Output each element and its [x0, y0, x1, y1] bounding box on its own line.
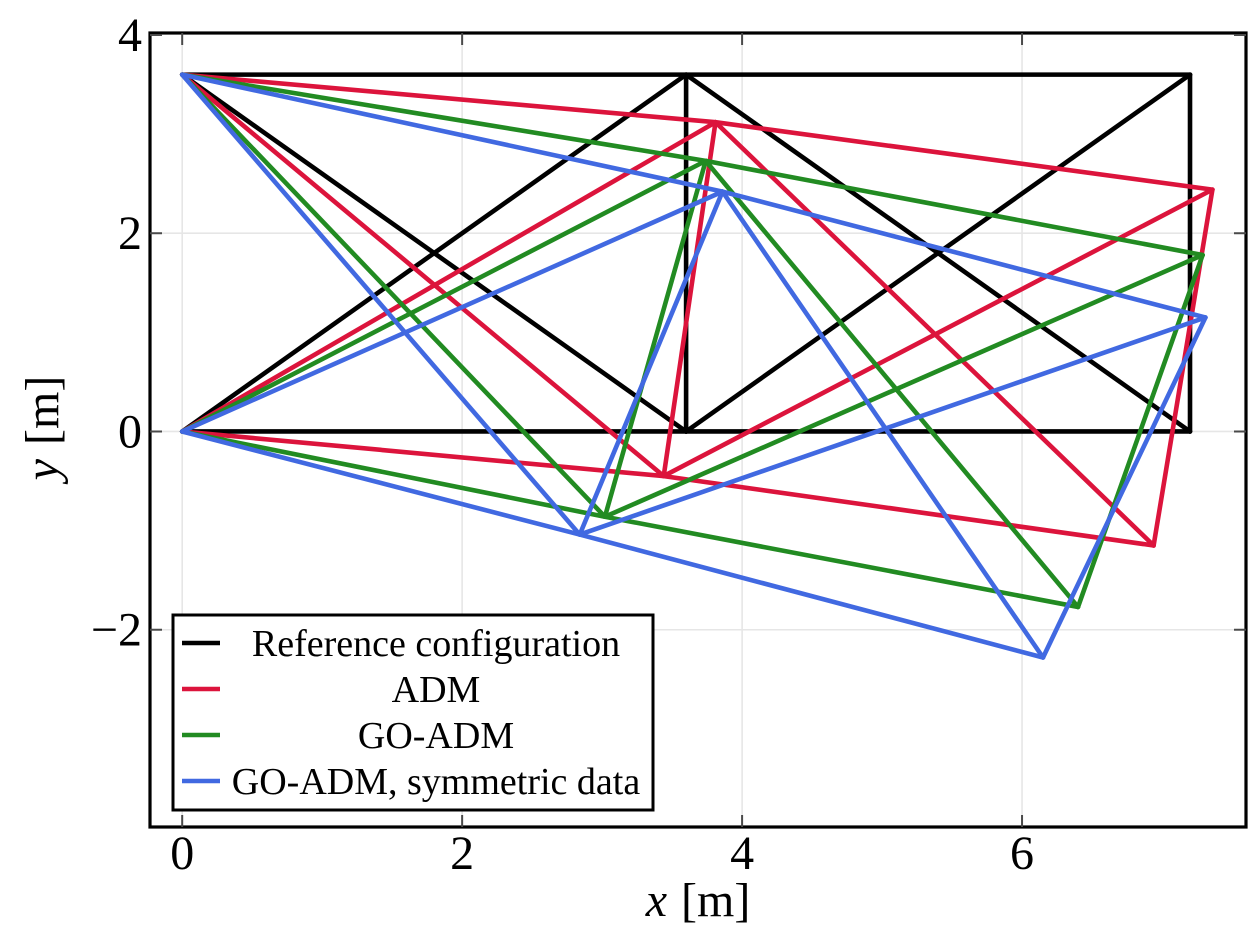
legend-item-adm: ADM: [182, 669, 480, 711]
legend-label-go-adm: GO-ADM: [358, 715, 514, 757]
legend-label-go-adm-symmetric-data: GO-ADM, symmetric data: [232, 761, 641, 803]
legend-box: [171, 613, 655, 812]
member-go-adm-CD: [602, 158, 708, 520]
member-adm-CE: [661, 473, 1156, 548]
member-go-adm-symmetric-data-BD: [179, 72, 725, 194]
member-go-adm-symmetric-data-CD: [577, 189, 725, 537]
legend-item-reference-configuration: Reference configuration: [182, 623, 620, 665]
member-go-adm-symmetric-data-DF: [720, 189, 1208, 320]
member-go-adm-AC: [179, 429, 608, 520]
y-axis-unit: [m]: [16, 376, 69, 445]
y-axis-label: y [m]: [16, 376, 69, 486]
member-go-adm-symmetric-data-AC: [179, 429, 583, 537]
y-tick-label: 0: [118, 405, 142, 458]
member-adm-BC: [179, 72, 667, 479]
member-adm-DF: [713, 119, 1215, 192]
x-tick-label: 2: [450, 827, 474, 880]
member-go-adm-AD: [179, 158, 708, 434]
series-adm: [179, 72, 1215, 548]
y-tick-label: 4: [118, 9, 142, 62]
member-go-adm-symmetric-data-CE: [577, 532, 1046, 660]
axis-label-layer: x [m] y [m]: [16, 376, 750, 927]
legend-label-reference-configuration: Reference configuration: [252, 623, 620, 665]
member-reference-configuration-BC: [179, 72, 689, 434]
member-adm-BD: [179, 72, 718, 125]
series-layer: [179, 72, 1215, 660]
member-go-adm-symmetric-data-BC: [179, 72, 583, 537]
x-tick-label: 0: [170, 827, 194, 880]
legend: Reference configuration ADM GO-ADM GO-AD…: [171, 613, 655, 812]
y-tick-label: −2: [91, 604, 142, 657]
legend-label-adm: ADM: [392, 669, 481, 711]
member-go-adm-DF: [703, 158, 1205, 258]
x-axis-unit: [m]: [681, 874, 750, 927]
series-go-adm-symmetric-data: [179, 72, 1208, 660]
member-go-adm-symmetric-data-DE: [720, 189, 1046, 660]
plot-border: [148, 31, 1248, 829]
member-go-adm-BC: [179, 72, 608, 520]
x-axis-label: x [m]: [645, 874, 751, 927]
member-go-adm-CF: [602, 252, 1205, 520]
member-adm-AC: [179, 429, 667, 479]
y-axis-variable: y: [16, 458, 69, 485]
member-adm-CD: [661, 119, 718, 479]
legend-item-go-adm-symmetric-data: GO-ADM, symmetric data: [182, 761, 640, 803]
x-axis-variable: x: [645, 874, 667, 927]
x-tick-label: 4: [730, 827, 754, 880]
member-adm-AD: [179, 119, 718, 434]
series-reference-configuration: [179, 72, 1193, 434]
y-tick-label: 2: [118, 207, 142, 260]
member-reference-configuration-CF: [683, 72, 1193, 434]
member-go-adm-symmetric-data-CF: [577, 315, 1208, 537]
tick-label-layer: 0 2 4 6 −2 0 2 4: [91, 9, 1034, 880]
tick-layer: [150, 33, 1246, 827]
member-go-adm-symmetric-data-AD: [179, 189, 725, 434]
x-tick-label: 6: [1010, 827, 1034, 880]
member-go-adm-DE: [703, 158, 1081, 610]
member-go-adm-BD: [179, 72, 708, 164]
legend-item-go-adm: GO-ADM: [182, 715, 514, 757]
member-go-adm-symmetric-data-EF: [1040, 315, 1208, 660]
